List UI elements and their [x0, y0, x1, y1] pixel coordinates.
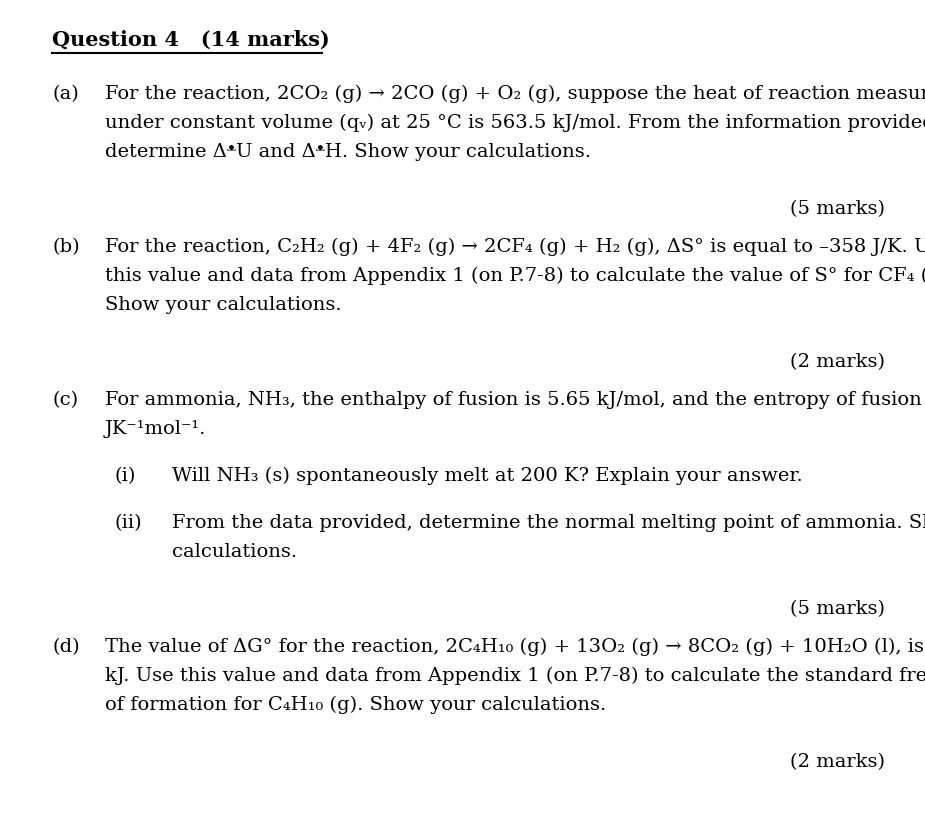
Text: (i): (i): [115, 467, 136, 485]
Text: (2 marks): (2 marks): [790, 753, 885, 771]
Text: this value and data from Appendix 1 (on P.7-8) to calculate the value of S° for : this value and data from Appendix 1 (on …: [105, 267, 925, 286]
Text: under constant volume (qᵥ) at 25 °C is 563.5 kJ/mol. From the information provid: under constant volume (qᵥ) at 25 °C is 5…: [105, 114, 925, 132]
Text: of formation for C₄H₁₀ (g). Show your calculations.: of formation for C₄H₁₀ (g). Show your ca…: [105, 696, 606, 715]
Text: calculations.: calculations.: [172, 543, 297, 561]
Text: Question 4   (14 marks): Question 4 (14 marks): [52, 30, 329, 50]
Text: (d): (d): [52, 638, 80, 656]
Text: (c): (c): [52, 391, 78, 409]
Text: (a): (a): [52, 85, 79, 103]
Text: For ammonia, NH₃, the enthalpy of fusion is 5.65 kJ/mol, and the entropy of fusi: For ammonia, NH₃, the enthalpy of fusion…: [105, 391, 925, 409]
Text: From the data provided, determine the normal melting point of ammonia. Show your: From the data provided, determine the no…: [172, 514, 925, 532]
Text: (5 marks): (5 marks): [790, 600, 885, 618]
Text: kJ. Use this value and data from Appendix 1 (on P.7-8) to calculate the standard: kJ. Use this value and data from Appendi…: [105, 667, 925, 686]
Text: JK⁻¹mol⁻¹.: JK⁻¹mol⁻¹.: [105, 420, 206, 438]
Text: Show your calculations.: Show your calculations.: [105, 296, 341, 314]
Text: (5 marks): (5 marks): [790, 200, 885, 218]
Text: (ii): (ii): [115, 514, 142, 532]
Text: For the reaction, C₂H₂ (g) + 4F₂ (g) → 2CF₄ (g) + H₂ (g), ΔS° is equal to –358 J: For the reaction, C₂H₂ (g) + 4F₂ (g) → 2…: [105, 238, 925, 256]
Text: determine ΔᵜU and ΔᵜH. Show your calculations.: determine ΔᵜU and ΔᵜH. Show your calcula…: [105, 143, 591, 161]
Text: Will NH₃ (s) spontaneously melt at 200 K? Explain your answer.: Will NH₃ (s) spontaneously melt at 200 K…: [172, 467, 803, 486]
Text: (2 marks): (2 marks): [790, 353, 885, 371]
Text: (b): (b): [52, 238, 80, 256]
Text: For the reaction, 2CO₂ (g) → 2CO (g) + O₂ (g), suppose the heat of reaction meas: For the reaction, 2CO₂ (g) → 2CO (g) + O…: [105, 85, 925, 103]
Text: The value of ΔG° for the reaction, 2C₄H₁₀ (g) + 13O₂ (g) → 8CO₂ (g) + 10H₂O (l),: The value of ΔG° for the reaction, 2C₄H₁…: [105, 638, 925, 657]
